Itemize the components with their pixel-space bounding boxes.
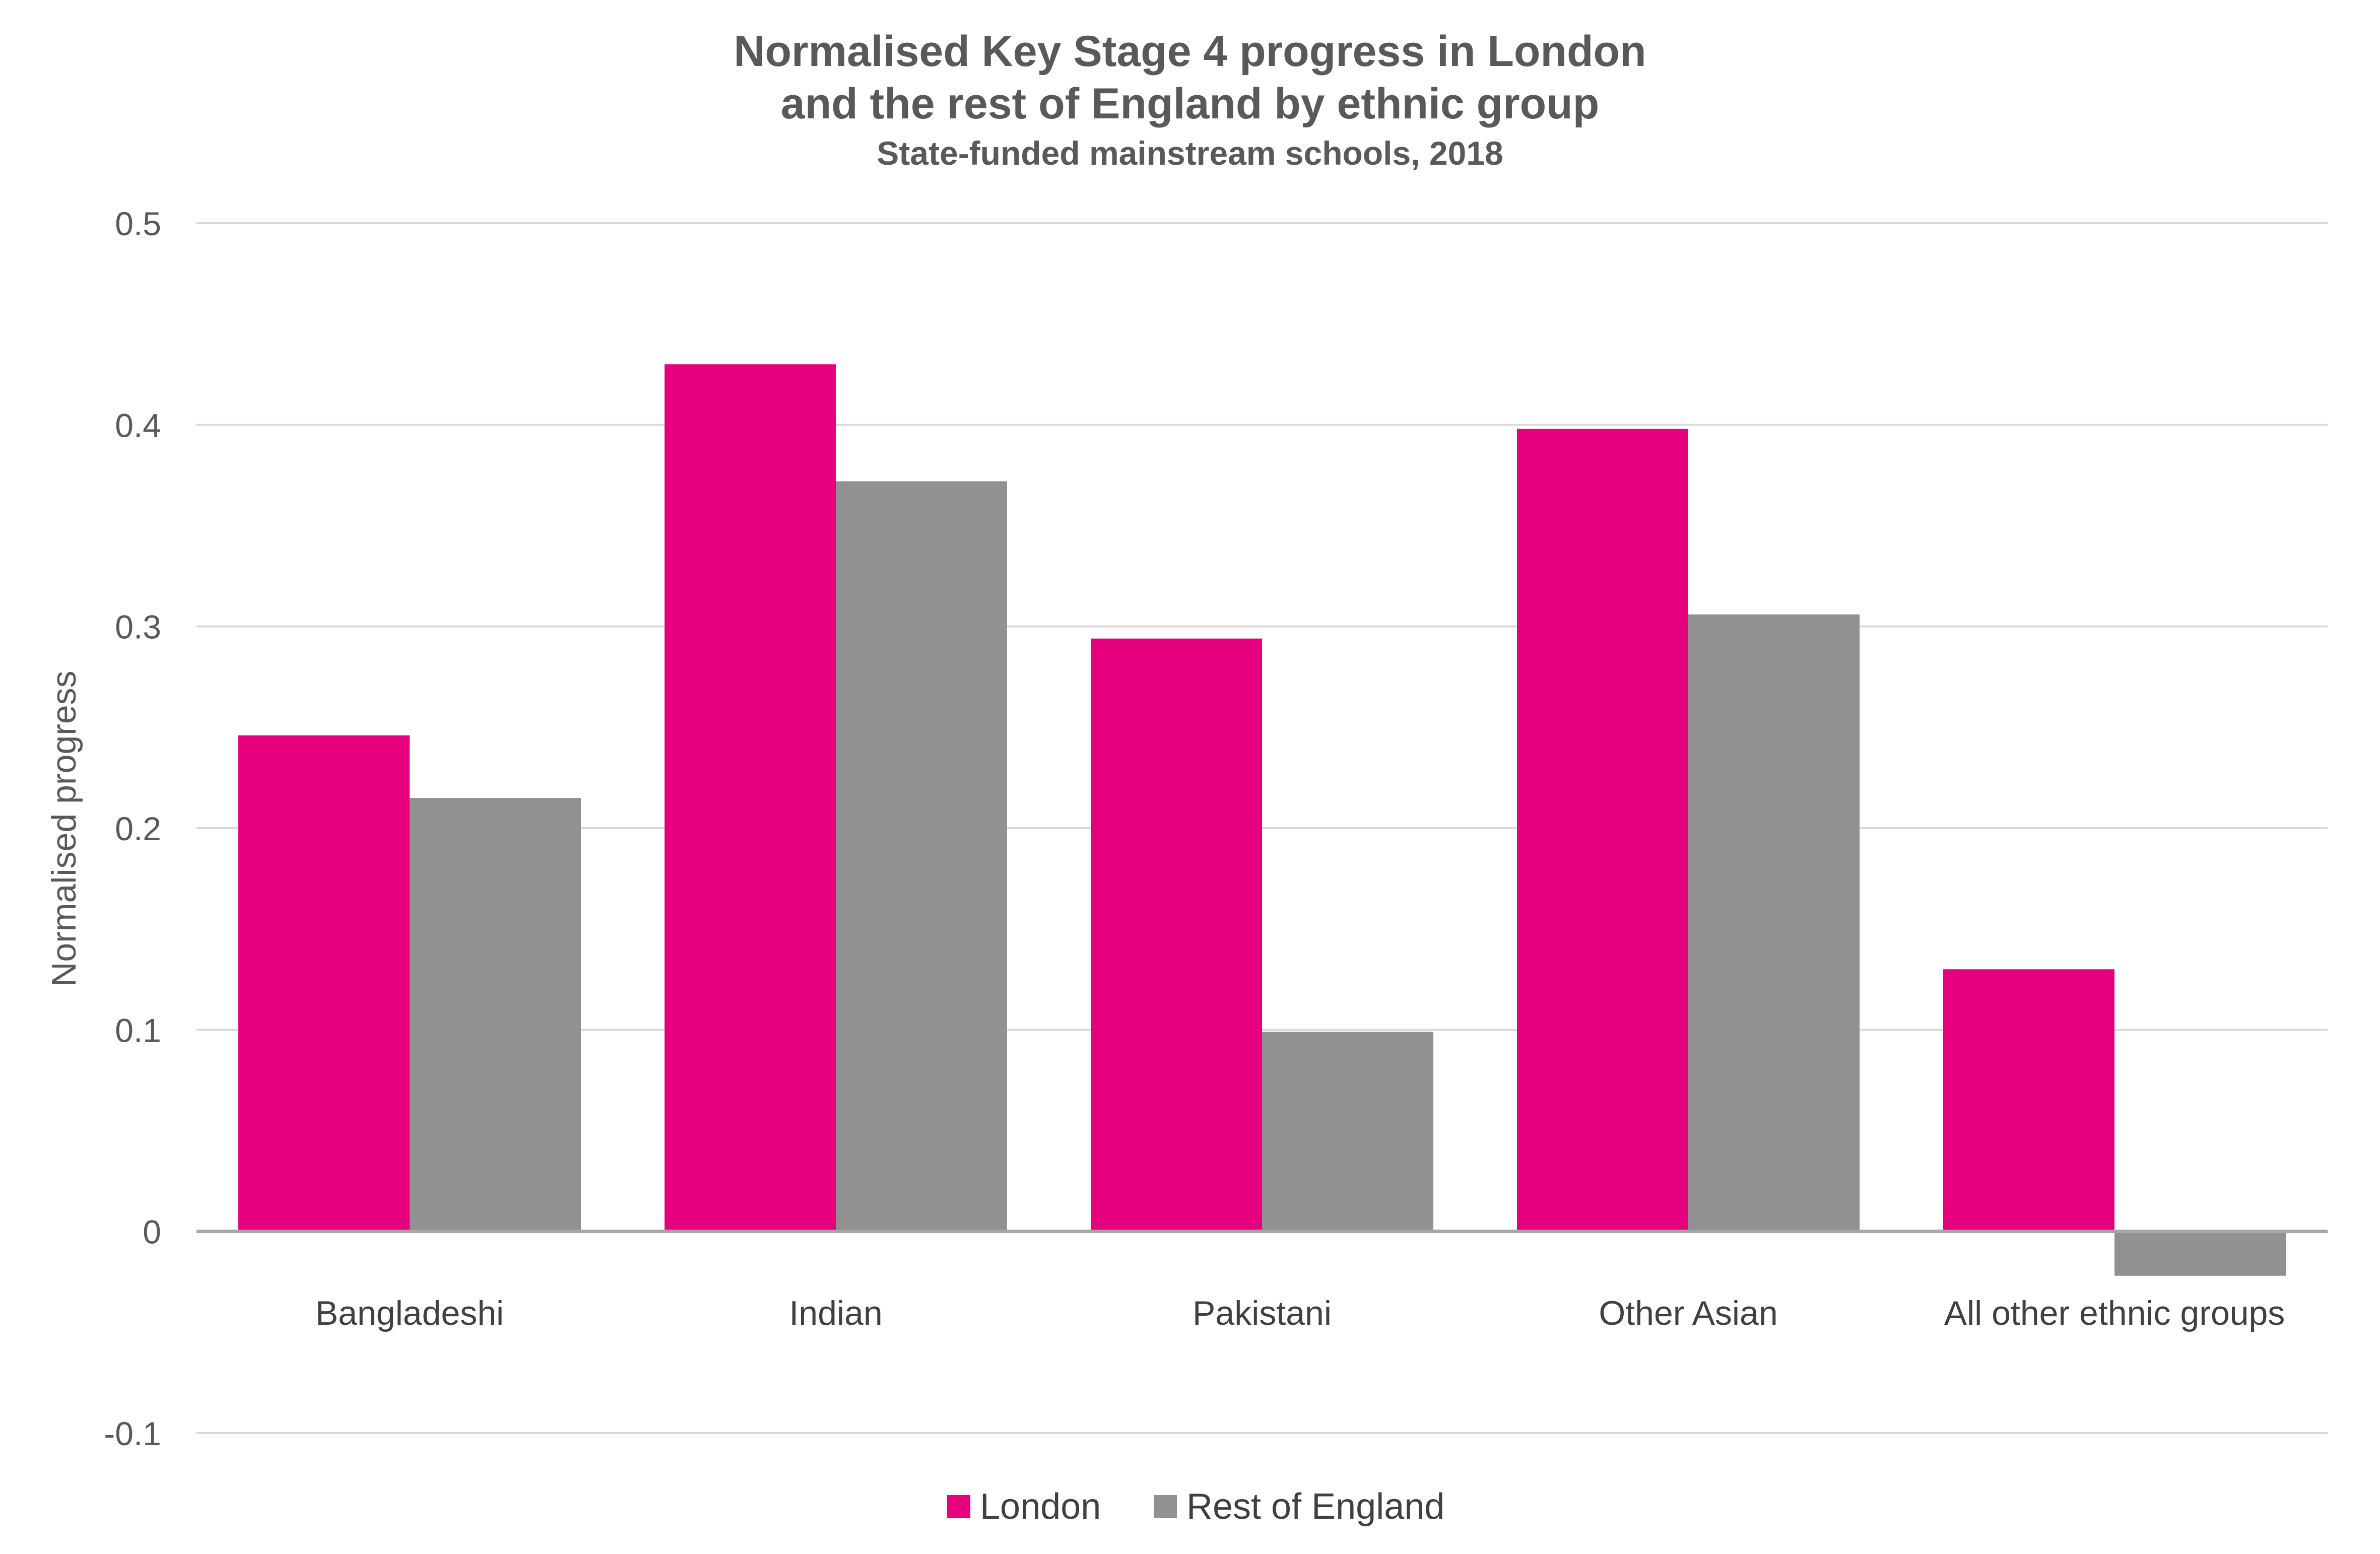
bar-rest-of-england-indian [836, 481, 1007, 1232]
y-tick-label: 0.1 [115, 1011, 161, 1049]
chart-title-line-1: Normalised Key Stage 4 progress in Londo… [734, 27, 1646, 76]
y-tick-label: -0.1 [104, 1415, 161, 1452]
x-category-label: Bangladeshi [315, 1294, 504, 1332]
bar-rest-of-england-pakistani [1262, 1032, 1433, 1232]
y-axis-label: Normalised progress [45, 670, 83, 986]
bar-london-pakistani [1091, 638, 1262, 1232]
y-axis-ticks: 0.5 0.4 0.3 0.2 0.1 0 -0.1 [104, 205, 161, 1452]
bar-rest-of-england-other-asian [1688, 614, 1860, 1232]
bar-london-indian [665, 364, 836, 1232]
legend-label: Rest of England [1186, 1487, 1444, 1527]
x-category-label: Other Asian [1599, 1294, 1777, 1332]
bar-rest-of-england-bangladeshi [410, 797, 581, 1232]
legend-label: London [980, 1487, 1101, 1527]
y-tick-label: 0.3 [115, 609, 161, 646]
x-axis-categories: Bangladeshi Indian Pakistani Other Asian All… [315, 1294, 2285, 1332]
x-category-label: Pakistani [1193, 1294, 1332, 1332]
bar-london-other-asian [1517, 429, 1688, 1232]
bar-london-all-other-ethnic-groups [1943, 969, 2114, 1232]
chart-title-line-2: and the rest of England by ethnic group [780, 80, 1600, 128]
y-tick-label: 0.2 [115, 810, 161, 847]
legend-swatch-rest-of-england [1154, 1495, 1177, 1518]
y-tick-label: 0.4 [115, 407, 161, 444]
y-tick-label: 0 [143, 1213, 161, 1251]
chart-subtitle: State-funded mainstream schools, 2018 [877, 134, 1503, 172]
y-tick-label: 0.5 [115, 205, 161, 242]
bar-rest-of-england-all-other-ethnic-groups [2114, 1231, 2286, 1276]
chart-title-block: Normalised Key Stage 4 progress in Londo… [0, 25, 2380, 176]
x-category-label: All other ethnic groups [1944, 1294, 2285, 1332]
bars [238, 364, 2286, 1276]
legend: London Rest of England [947, 1487, 1444, 1527]
bar-london-bangladeshi [238, 735, 410, 1232]
legend-swatch-london [947, 1495, 970, 1518]
x-category-label: Indian [789, 1294, 882, 1332]
